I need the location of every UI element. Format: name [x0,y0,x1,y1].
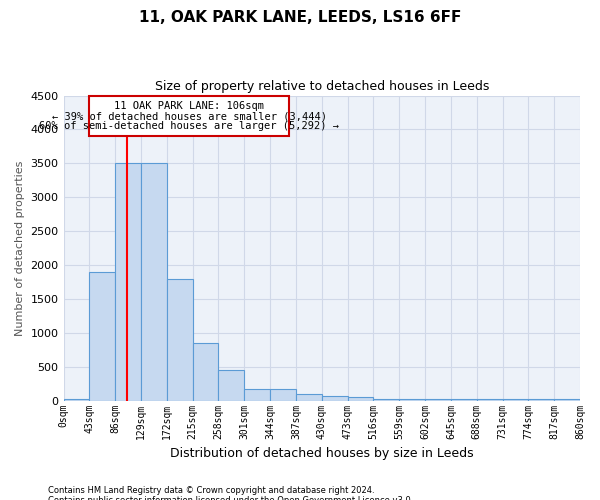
Bar [115,164,141,400]
Bar [322,396,347,400]
Bar [425,398,451,400]
Bar [477,398,503,400]
Text: 11, OAK PARK LANE, LEEDS, LS16 6FF: 11, OAK PARK LANE, LEEDS, LS16 6FF [139,10,461,25]
Bar [451,398,477,400]
Text: ← 39% of detached houses are smaller (3,444): ← 39% of detached houses are smaller (3,… [52,111,326,121]
Bar [529,398,554,400]
Bar [167,278,193,400]
Bar [503,398,529,400]
Y-axis label: Number of detached properties: Number of detached properties [15,160,25,336]
Bar [554,398,580,400]
Title: Size of property relative to detached houses in Leeds: Size of property relative to detached ho… [155,80,489,93]
Bar [89,96,289,136]
Bar [347,397,373,400]
Bar [89,272,115,400]
Bar [218,370,244,400]
Bar [399,398,425,400]
Bar [141,164,167,400]
Bar [373,398,399,400]
X-axis label: Distribution of detached houses by size in Leeds: Distribution of detached houses by size … [170,447,473,460]
Text: Contains HM Land Registry data © Crown copyright and database right 2024.: Contains HM Land Registry data © Crown c… [48,486,374,495]
Bar [270,389,296,400]
Text: Contains public sector information licensed under the Open Government Licence v3: Contains public sector information licen… [48,496,413,500]
Text: 11 OAK PARK LANE: 106sqm: 11 OAK PARK LANE: 106sqm [114,101,264,111]
Bar [296,394,322,400]
Bar [64,398,89,400]
Bar [244,389,270,400]
Text: 60% of semi-detached houses are larger (5,292) →: 60% of semi-detached houses are larger (… [39,120,339,130]
Bar [193,343,218,400]
